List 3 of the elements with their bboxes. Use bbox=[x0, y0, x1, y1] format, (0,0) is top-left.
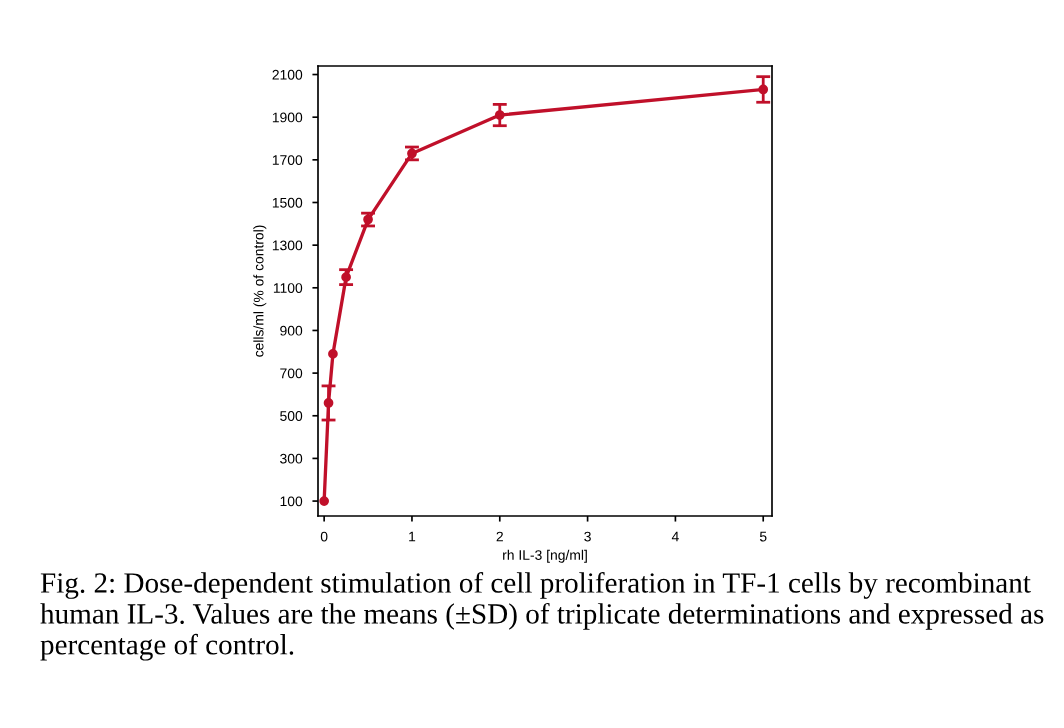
point bbox=[328, 349, 338, 359]
caption: Fig. 2: Dose-dependent stimulation of cell proliferation in TF-1 cells by recombinant human IL-3. Values are the means (±SD) of triplicate determinations and expressed as percentage of control. bbox=[40, 572, 1044, 661]
point bbox=[319, 496, 330, 506]
